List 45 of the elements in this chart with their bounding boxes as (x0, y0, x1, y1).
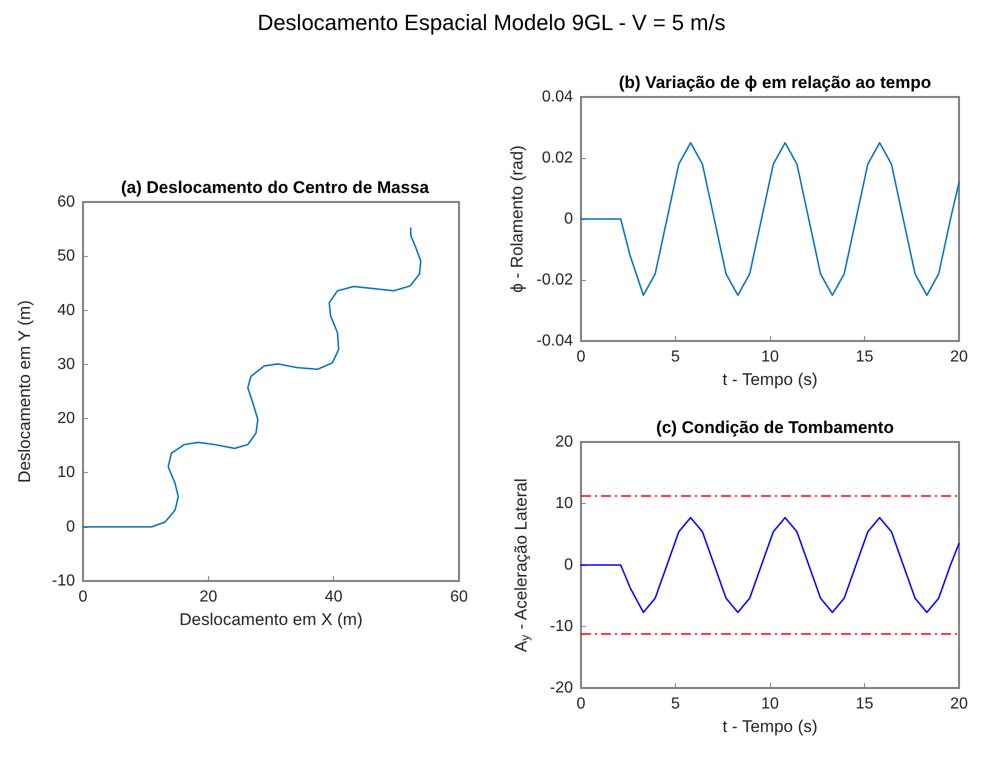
y-tick-label: -0.02 (536, 272, 574, 288)
x-tick-label: 40 (324, 588, 343, 606)
y-tick-label: 0 (66, 518, 76, 536)
y-axis-title: ϕ - Rolamento (rad) (508, 145, 527, 293)
x-tick-label: 60 (450, 588, 468, 606)
y-tick-label: 0.02 (542, 150, 574, 166)
x-tick-label: 20 (199, 588, 218, 606)
x-tick-label: 0 (576, 348, 586, 366)
y-tick-label: 60 (57, 194, 76, 210)
chart-title: (b) Variação de ϕ em relação ao tempo (618, 73, 932, 92)
y-tick-label: 10 (57, 464, 76, 482)
y-tick-label: 0 (564, 210, 574, 228)
y-tick-label: -0.04 (536, 332, 574, 350)
y-tick-label: 0 (564, 556, 574, 574)
x-axis-title: t - Tempo (s) (722, 370, 818, 389)
x-tick-label: 10 (761, 348, 779, 366)
y-tick-label: 50 (57, 248, 76, 265)
y-tick-label: 10 (555, 495, 574, 512)
x-tick-label: 5 (671, 696, 680, 712)
y-tick-label: -10 (52, 572, 76, 590)
y-tick-label: 30 (57, 356, 76, 373)
y-tick-label: 0.04 (542, 88, 574, 106)
x-axis-title: Deslocamento em X (m) (179, 610, 363, 629)
x-tick-label: 15 (856, 348, 874, 366)
x-tick-label: 10 (761, 696, 779, 712)
x-tick-label: 20 (950, 696, 968, 712)
y-tick-label: 40 (57, 302, 76, 319)
x-tick-label: 15 (856, 696, 874, 712)
chart-title: (a) Deslocamento do Centro de Massa (121, 178, 430, 197)
y-tick-label: 20 (555, 434, 574, 450)
y-tick-label: -10 (550, 618, 574, 635)
x-tick-label: 20 (950, 348, 968, 366)
x-tick-label: 5 (671, 348, 680, 366)
x-axis-title: t - Tempo (s) (722, 717, 818, 736)
text: Deslocamento Espacial Modelo 9GL - V = 5 m/s (256, 10, 727, 36)
line-series (580, 516, 960, 614)
y-tick-label: -20 (550, 680, 574, 696)
y-tick-label: 20 (57, 410, 76, 428)
x-tick-label: 0 (576, 696, 586, 712)
chart-title: (c) Condição de Tombamento (656, 418, 894, 437)
line-series (580, 142, 960, 296)
x-tick-label: 0 (78, 588, 88, 606)
y-axis-title: Deslocamento em Y (m) (15, 300, 34, 483)
y-axis-title: Ay - Aceleração Lateral (512, 478, 532, 652)
line-series (82, 227, 422, 528)
